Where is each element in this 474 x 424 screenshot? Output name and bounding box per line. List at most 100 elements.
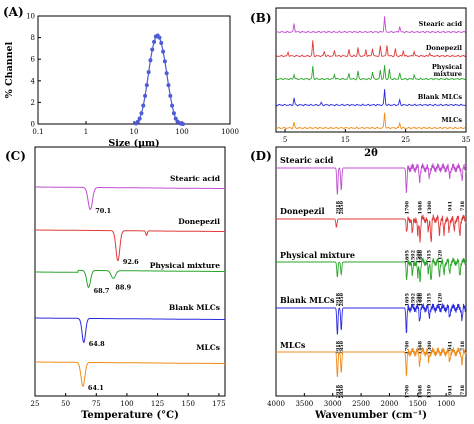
- band-label: 1300: [427, 340, 433, 354]
- x-tick-label: 75: [92, 400, 101, 408]
- band-label: 2850: [339, 340, 345, 354]
- plot-frame: [37, 15, 231, 125]
- data-point: [141, 103, 146, 108]
- band-label: 1592: [411, 250, 417, 263]
- band-label: 2850: [339, 200, 345, 214]
- series-label: Stearic acid: [170, 174, 221, 183]
- series-label-line: mixture: [433, 70, 462, 78]
- dsc-trace: [35, 269, 226, 288]
- x-tick-label: 1000: [437, 400, 455, 408]
- plot-frame: [275, 146, 467, 397]
- band-label: 1468: [418, 384, 424, 398]
- band-label: 941: [447, 341, 453, 351]
- band-label: 1120: [437, 249, 443, 263]
- x-axis-label: 2θ: [364, 148, 378, 159]
- band-label: 1700: [404, 200, 410, 214]
- series-label: Physical mixture: [150, 261, 221, 270]
- y-tick-label: 0: [31, 121, 35, 129]
- peak-label: 70.1: [95, 207, 111, 215]
- series-label: Blank MLCs: [418, 93, 463, 101]
- data-point: [164, 71, 169, 76]
- series-label: MLCs: [441, 116, 462, 124]
- band-label: 1468: [418, 340, 424, 354]
- panel-label: (C): [5, 149, 26, 163]
- band-label: 941: [447, 201, 453, 211]
- band-label: 2918: [335, 384, 341, 398]
- series-label: MLCs: [280, 340, 306, 350]
- x-tick-label: 1000: [221, 128, 239, 136]
- xrd-trace: [275, 16, 466, 34]
- x-axis-label: Size (μm): [108, 138, 159, 149]
- x-tick-label: 100: [175, 128, 188, 136]
- series-label: Donepezil: [426, 44, 463, 52]
- data-point: [173, 116, 178, 121]
- x-tick-label: 3000: [324, 400, 342, 408]
- series-label: Stearic acid: [419, 20, 463, 28]
- band-label: 1310: [427, 384, 433, 398]
- band-label: 1468: [418, 200, 424, 214]
- series-label: Physical mixture: [280, 250, 355, 260]
- series-label: Physical mixture: [432, 63, 463, 78]
- band-label: 2918: [335, 292, 341, 306]
- data-point: [150, 47, 155, 52]
- series-label: Blank MLCs: [169, 303, 220, 312]
- x-tick-label: 3500: [295, 400, 313, 408]
- x-tick-label: 35: [462, 136, 471, 144]
- band-label: 1592: [411, 293, 417, 306]
- series-label: Donepezil: [280, 206, 324, 216]
- panel-b: (B) 5 15 25 35 Stearic acid Donepezil Physical m…: [250, 7, 471, 159]
- x-tick-label: 125: [151, 400, 164, 408]
- data-point: [139, 111, 144, 116]
- x-tick-label: 15: [341, 136, 350, 144]
- plot-frame: [275, 7, 467, 133]
- band-label: 1700: [404, 384, 410, 398]
- size-distribution-line: [135, 34, 184, 125]
- data-point: [159, 41, 164, 45]
- band-label: 1500: [416, 292, 422, 306]
- peak-label: 64.1: [88, 384, 104, 392]
- x-tick-label: 4000: [267, 400, 285, 408]
- data-point: [148, 58, 153, 63]
- panel-a: (A) 0.1 1 10 100 1000 0 2 4 6 8 10 Size (μm) % Channe…: [3, 5, 239, 149]
- band-label: 941: [447, 385, 453, 395]
- ftir-trace: [276, 302, 467, 335]
- data-point: [171, 111, 176, 116]
- x-tick-label: 1: [84, 128, 88, 136]
- band-label: 1460: [418, 292, 424, 306]
- xrd-trace: [275, 40, 466, 58]
- x-tick-label: 2500: [352, 400, 370, 408]
- ftir-trace: [276, 257, 467, 283]
- y-tick-label: 4: [31, 77, 36, 85]
- data-point: [144, 83, 149, 88]
- band-label: 2918: [335, 200, 341, 214]
- data-point: [162, 59, 167, 64]
- panel-label: (D): [250, 149, 272, 163]
- ftir-trace: [276, 214, 467, 243]
- data-point: [137, 116, 142, 121]
- x-tick-label: 100: [120, 400, 133, 408]
- ftir-trace: [276, 346, 467, 378]
- dsc-trace: [35, 317, 226, 344]
- band-label: 718: [460, 340, 466, 351]
- x-axis-label: Wavenumber (cm⁻¹): [314, 410, 427, 421]
- band-label: 1315: [426, 293, 432, 306]
- panel-d: (D) 4000 3500 3000 2500 2000 1500 1000 Stearic a…: [250, 146, 467, 421]
- data-point: [157, 35, 162, 40]
- dsc-trace: [35, 229, 226, 262]
- band-label: 718: [460, 200, 466, 211]
- xrd-trace: [275, 112, 466, 130]
- band-label: 1315: [426, 250, 432, 263]
- data-point: [143, 93, 148, 98]
- dsc-trace: [35, 361, 226, 387]
- band-label: 1300: [427, 200, 433, 214]
- x-tick-label: 175: [212, 400, 225, 408]
- data-point: [135, 119, 140, 124]
- x-tick-label: 10: [130, 128, 139, 136]
- data-point: [180, 122, 185, 126]
- peak-label: 88.9: [115, 284, 131, 292]
- series-label: Stearic acid: [280, 155, 334, 165]
- series-label-line: Physical: [432, 63, 463, 71]
- y-tick-label: 6: [31, 56, 36, 64]
- data-point: [170, 103, 175, 108]
- peak-label: 68.7: [94, 287, 110, 295]
